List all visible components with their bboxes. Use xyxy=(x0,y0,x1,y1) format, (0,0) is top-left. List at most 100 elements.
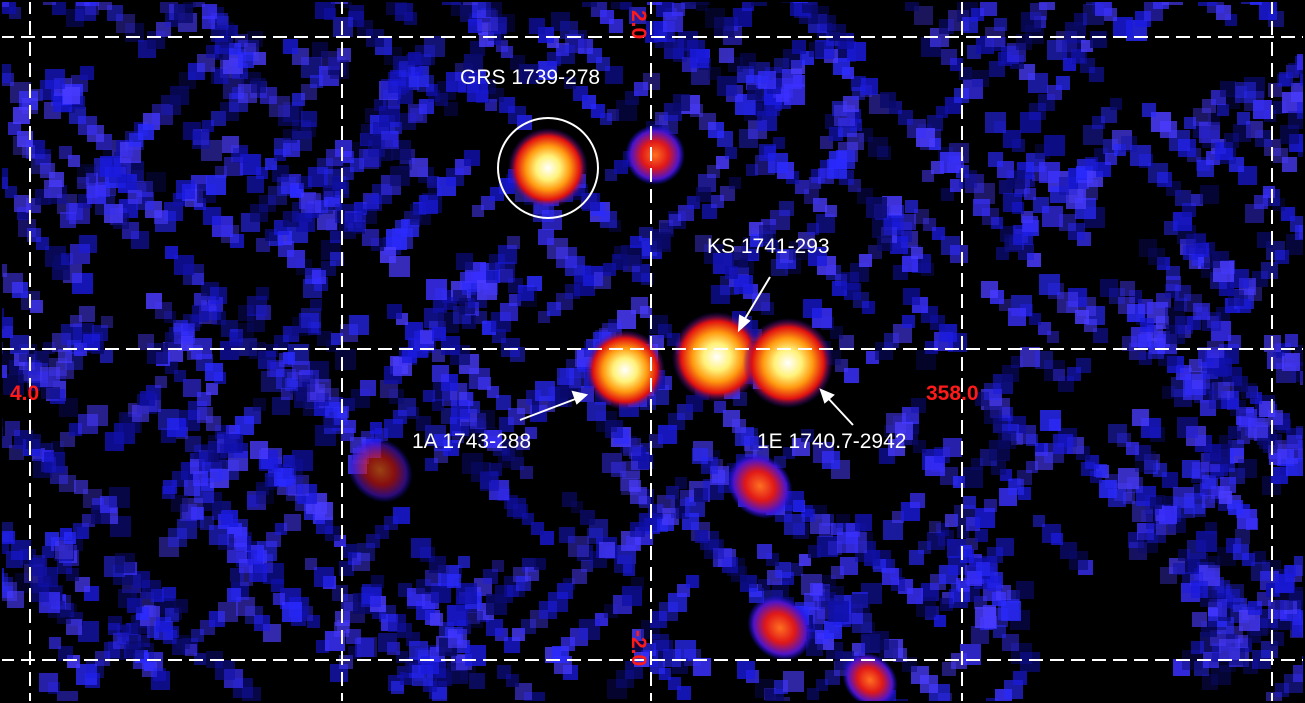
noise-pixel xyxy=(140,391,155,406)
noise-pixel xyxy=(1200,632,1221,653)
noise-pixel xyxy=(118,589,137,608)
noise-pixel xyxy=(405,322,423,340)
noise-pixel xyxy=(984,499,997,512)
noise-pixel xyxy=(497,665,511,679)
noise-pixel xyxy=(468,19,482,33)
blob-faint-5 xyxy=(334,424,426,516)
noise-pixel xyxy=(725,147,737,159)
noise-pixel xyxy=(1157,257,1170,270)
noise-pixel xyxy=(469,673,485,689)
noise-pixel xyxy=(315,425,336,446)
noise-pixel xyxy=(330,252,344,266)
noise-pixel xyxy=(1085,157,1098,170)
noise-pixel xyxy=(1219,491,1232,504)
noise-pixel xyxy=(911,398,926,413)
noise-pixel xyxy=(929,521,941,533)
noise-pixel xyxy=(462,453,483,474)
noise-pixel xyxy=(551,12,570,31)
noise-pixel xyxy=(1282,157,1297,172)
noise-pixel xyxy=(314,567,334,587)
noise-pixel xyxy=(705,8,725,28)
noise-pixel xyxy=(943,438,962,457)
noise-pixel xyxy=(1099,480,1117,498)
noise-pixel xyxy=(1270,632,1284,646)
noise-pixel xyxy=(202,4,217,19)
noise-pixel xyxy=(483,569,498,584)
noise-pixel xyxy=(1020,112,1041,133)
noise-pixel xyxy=(274,138,291,155)
noise-pixel xyxy=(1150,497,1162,509)
noise-pixel xyxy=(1175,190,1191,206)
noise-pixel xyxy=(1083,125,1103,145)
noise-pixel xyxy=(1075,310,1089,324)
noise-pixel xyxy=(861,622,875,636)
noise-pixel xyxy=(841,272,859,290)
noise-pixel xyxy=(1040,410,1061,431)
noise-pixel xyxy=(249,342,266,359)
noise-pixel xyxy=(587,402,606,421)
noise-pixel xyxy=(409,641,428,660)
noise-pixel xyxy=(828,601,849,622)
noise-pixel xyxy=(758,71,776,89)
noise-pixel xyxy=(13,107,30,124)
noise-pixel xyxy=(29,558,47,576)
noise-pixel xyxy=(529,18,545,34)
noise-pixel xyxy=(562,492,577,507)
noise-pixel xyxy=(825,114,840,129)
noise-pixel xyxy=(486,271,498,283)
noise-pixel xyxy=(839,335,854,350)
noise-pixel xyxy=(182,498,203,519)
noise-pixel xyxy=(253,52,266,65)
noise-pixel xyxy=(1183,245,1198,260)
noise-pixel xyxy=(160,0,178,13)
noise-pixel xyxy=(395,220,408,233)
noise-pixel xyxy=(918,541,931,554)
noise-pixel xyxy=(985,112,1006,133)
noise-pixel xyxy=(939,19,954,34)
noise-pixel xyxy=(1173,563,1185,575)
noise-pixel xyxy=(1295,225,1305,240)
noise-pixel xyxy=(836,150,855,169)
arrow-1e xyxy=(826,396,854,426)
noise-pixel xyxy=(1038,322,1051,335)
noise-pixel xyxy=(335,349,356,370)
noise-pixel xyxy=(95,195,115,215)
noise-pixel xyxy=(138,124,154,140)
noise-pixel xyxy=(316,393,329,406)
noise-pixel xyxy=(45,246,66,267)
noise-pixel xyxy=(599,542,615,558)
noise-pixel xyxy=(520,466,533,479)
noise-pixel xyxy=(801,429,814,442)
noise-pixel xyxy=(335,140,352,157)
noise-pixel xyxy=(79,235,97,253)
blob-ks xyxy=(653,293,781,421)
noise-pixel xyxy=(886,413,906,433)
noise-pixel xyxy=(819,592,836,609)
noise-pixel xyxy=(86,186,98,198)
noise-pixel xyxy=(395,3,413,21)
noise-pixel xyxy=(1175,316,1193,334)
noise-pixel xyxy=(39,673,58,692)
noise-pixel xyxy=(621,245,642,266)
noise-pixel xyxy=(808,247,827,266)
noise-pixel xyxy=(949,143,969,163)
noise-pixel xyxy=(1003,130,1021,148)
noise-pixel xyxy=(363,193,379,209)
noise-pixel xyxy=(1244,77,1265,98)
noise-pixel xyxy=(771,259,788,276)
noise-pixel xyxy=(1218,382,1234,398)
noise-pixel xyxy=(1182,650,1202,670)
noise-pixel xyxy=(350,158,364,172)
noise-pixel xyxy=(51,441,64,454)
noise-pixel xyxy=(387,642,400,655)
noise-pixel xyxy=(25,360,40,375)
noise-pixel xyxy=(1273,148,1288,163)
noise-pixel xyxy=(704,539,724,559)
noise-pixel xyxy=(1177,417,1198,438)
noise-pixel xyxy=(732,252,748,268)
noise-pixel xyxy=(459,298,475,314)
noise-pixel xyxy=(206,175,226,195)
noise-pixel xyxy=(925,456,945,476)
noise-pixel xyxy=(1257,232,1273,248)
